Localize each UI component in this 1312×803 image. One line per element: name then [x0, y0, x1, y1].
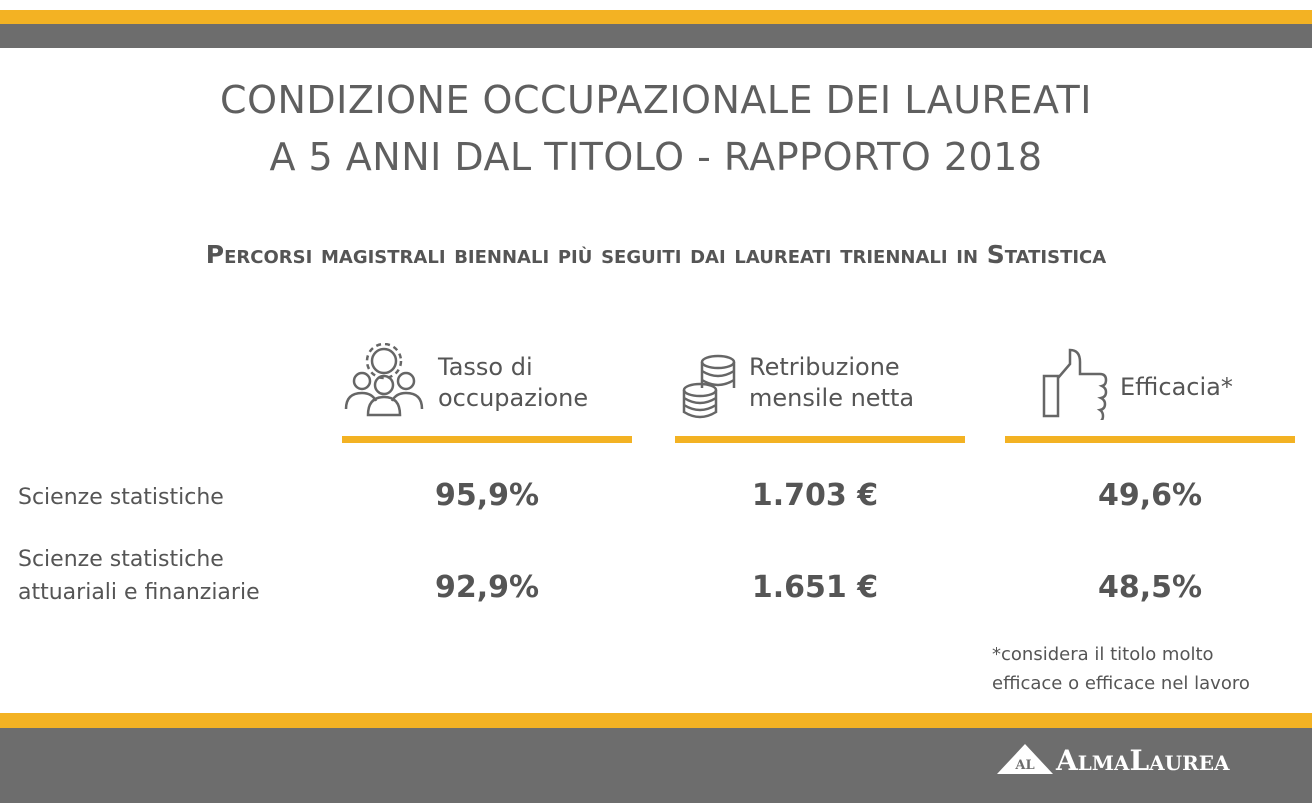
row-label: Scienze statistiche: [18, 485, 224, 510]
bottom-yellow-bar: [0, 713, 1312, 728]
title-line: A 5 ANNI DAL TITOLO - RAPPORTO 2018: [269, 135, 1043, 179]
footnote-line: *considera il titolo molto: [992, 644, 1214, 665]
row-label: Scienze statistiche: [18, 547, 224, 572]
coins-icon: [682, 354, 736, 419]
row-label: attuariali e finanziarie: [18, 580, 260, 605]
cell-value: 1.703 €: [751, 478, 879, 513]
top-gray-bar: [0, 24, 1312, 48]
title-line: CONDIZIONE OCCUPAZIONALE DEI LAUREATI: [220, 78, 1092, 122]
subtitle: Percorsi magistrali biennali più seguiti…: [205, 240, 1107, 269]
header-underline: [675, 436, 965, 443]
column-header: Retribuzione: [749, 353, 900, 381]
footnote-line: efficace o efficace nel lavoro: [992, 673, 1250, 694]
column-header: Tasso di: [438, 353, 533, 381]
cell-value: 95,9%: [434, 478, 540, 513]
column-header: mensile netta: [749, 384, 915, 412]
header-underline: [342, 436, 632, 443]
header-underline: [1005, 436, 1295, 443]
column-header: Efficacia*: [1120, 373, 1233, 401]
column-header: occupazione: [438, 384, 589, 412]
people-icon: [344, 343, 424, 417]
logo-mark-text: AL: [1014, 758, 1034, 773]
logo-name: AlmaLaurea: [1056, 744, 1230, 777]
cell-value: 49,6%: [1097, 478, 1203, 513]
thumb-icon: [1042, 348, 1108, 420]
top-yellow-bar: [0, 10, 1312, 24]
cell-value: 1.651 €: [751, 570, 879, 605]
logo-mark: AL: [997, 744, 1053, 774]
cell-value: 92,9%: [434, 570, 540, 605]
cell-value: 48,5%: [1097, 570, 1203, 605]
bottom-gray-bar: [0, 728, 1312, 803]
